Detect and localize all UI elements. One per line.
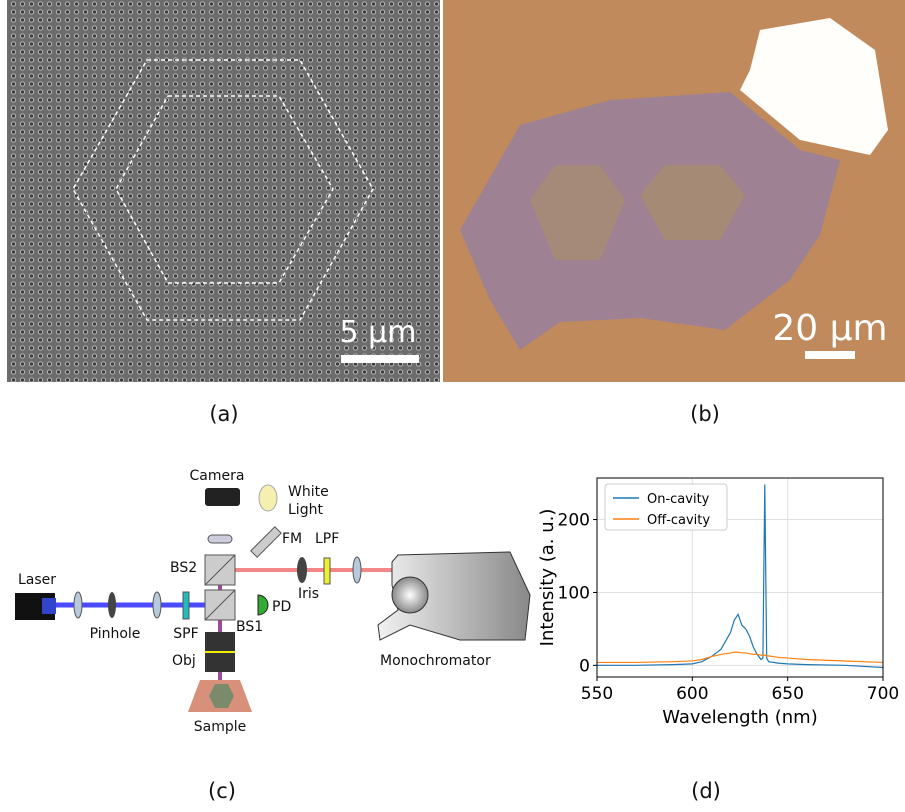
panel-label: (d) <box>691 779 721 803</box>
scale-bar <box>805 351 855 359</box>
label: Light <box>288 502 323 518</box>
panel-label: (a) <box>209 402 238 426</box>
panel-c: Laser Pinhole SPF BS2 BS1 Obj Sample Cam… <box>15 468 530 803</box>
label: Obj <box>172 653 196 669</box>
figure: 5 µm (a) 20 µm (b) Laser Pinhole SPF BS2… <box>0 0 905 808</box>
label: Camera <box>190 468 245 484</box>
y-tick-label: 100 <box>558 583 590 603</box>
y-tick-label: 0 <box>579 656 590 676</box>
y-axis-label: Intensity (a. u.) <box>537 509 558 647</box>
panel-a: 5 µm (a) <box>7 0 440 426</box>
panel-label: (b) <box>690 402 720 426</box>
scale-text: 20 µm <box>772 308 887 349</box>
legend-label: On-cavity <box>647 492 710 507</box>
lpf <box>324 558 330 584</box>
label: White <box>288 484 329 500</box>
lens <box>353 557 361 583</box>
spf <box>183 592 189 619</box>
x-tick-label: 700 <box>867 684 899 704</box>
lens <box>208 535 232 543</box>
label: SPF <box>173 626 198 642</box>
lens <box>153 592 161 618</box>
x-tick-label: 650 <box>771 684 803 704</box>
label: BS1 <box>236 619 263 635</box>
laser-aperture <box>42 598 56 614</box>
label: Laser <box>18 572 56 588</box>
fm <box>251 527 281 557</box>
x-tick-label: 550 <box>581 684 613 704</box>
iris <box>297 557 307 583</box>
pinhole <box>108 592 116 618</box>
camera <box>205 488 240 506</box>
label: LPF <box>315 531 339 547</box>
panel-d: (d) 550 600 650 700 0 100 200 Wavelength (nm) In… <box>537 478 899 803</box>
grating <box>392 577 428 613</box>
pd <box>258 595 268 615</box>
white-light <box>259 485 277 511</box>
label: Pinhole <box>90 626 141 642</box>
panel-label: (c) <box>208 779 236 803</box>
label: PD <box>272 599 291 615</box>
legend-label: Off-cavity <box>647 513 710 528</box>
label: FM <box>282 531 302 547</box>
lens <box>74 592 82 618</box>
x-tick-label: 600 <box>676 684 708 704</box>
y-tick-label: 200 <box>558 511 590 531</box>
series-line <box>597 652 883 662</box>
label: Monochromator <box>380 653 491 669</box>
scale-bar <box>341 355 419 363</box>
label: Iris <box>298 586 319 602</box>
label: Sample <box>194 719 247 735</box>
scale-text: 5 µm <box>340 315 417 350</box>
page: 5 µm (a) 20 µm (b) Laser Pinhole SPF BS2… <box>0 0 905 812</box>
x-axis-label: Wavelength (nm) <box>662 707 818 728</box>
label: BS2 <box>170 560 197 576</box>
panel-b: 20 µm (b) <box>443 0 905 426</box>
